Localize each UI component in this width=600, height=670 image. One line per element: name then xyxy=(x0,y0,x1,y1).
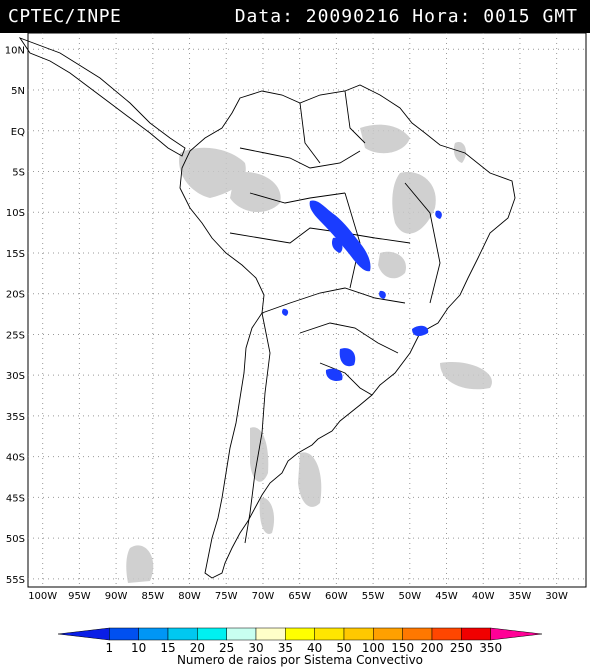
colorbar-swatches xyxy=(57,627,543,641)
colorbar-label: 40 xyxy=(307,641,322,655)
latitude-label: 10N xyxy=(5,45,25,56)
longitude-label: 70W xyxy=(252,591,275,602)
longitude-label: 55W xyxy=(362,591,385,602)
latitude-label: 25S xyxy=(6,330,25,341)
colorbar-swatch xyxy=(226,627,257,641)
colorbar-swatch xyxy=(197,627,227,641)
colorbar-label: 25 xyxy=(219,641,234,655)
colorbar-swatch xyxy=(314,627,345,641)
colorbar-label: 35 xyxy=(278,641,293,655)
longitude-label: 50W xyxy=(398,591,421,602)
colorbar-label: 1 xyxy=(106,641,114,655)
colorbar-label: 15 xyxy=(160,641,175,655)
latitude-label: 15S xyxy=(6,249,25,260)
latitude-label: 30S xyxy=(6,371,25,382)
colorbar-swatch xyxy=(285,627,315,641)
colorbar-swatch xyxy=(490,627,543,641)
latitude-label: 5N xyxy=(11,86,25,97)
graticule xyxy=(28,33,586,587)
map-header: CPTEC/INPE Data: 20090216 Hora: 0015 GMT xyxy=(0,0,590,33)
colorbar-labels: 1 10 15 20 25 30 35 40 50 100 150 200 250 350 xyxy=(106,641,503,655)
longitude-label: 35W xyxy=(509,591,532,602)
longitude-label: 45W xyxy=(435,591,458,602)
colorbar-title: Numero de raios por Sistema Convectivo xyxy=(177,653,423,667)
longitude-label: 75W xyxy=(215,591,238,602)
longitude-label: 90W xyxy=(105,591,128,602)
colorbar-swatch xyxy=(255,627,286,641)
longitude-label: 60W xyxy=(325,591,348,602)
latitude-label: 40S xyxy=(6,453,25,464)
latitude-label: 10S xyxy=(6,208,25,219)
colorbar-swatch xyxy=(109,627,139,641)
country-borders xyxy=(18,37,516,579)
colorbar-label: 50 xyxy=(336,641,351,655)
longitude-labels: 100W 95W 90W 85W 80W 75W 70W 65W 60W 55W 50W 45W 40W… xyxy=(28,591,568,602)
longitude-label: 80W xyxy=(178,591,201,602)
longitude-label: 85W xyxy=(142,591,165,602)
date-time-label: Data: 20090216 Hora: 0015 GMT xyxy=(234,6,578,27)
cloud-cover xyxy=(126,124,492,583)
central-america-coastline xyxy=(18,37,186,157)
colorbar-label: 20 xyxy=(190,641,205,655)
colorbar-swatch xyxy=(402,627,433,641)
latitude-label: EQ xyxy=(11,127,25,138)
colorbar-label: 250 xyxy=(450,641,473,655)
colorbar-swatch xyxy=(373,627,403,641)
south-america-coastline xyxy=(179,84,516,579)
colorbar-swatch xyxy=(167,627,198,641)
colorbar-swatch xyxy=(431,627,462,641)
colorbar-swatch xyxy=(57,627,110,641)
colorbar-swatch xyxy=(343,627,374,641)
colorbar-legend: 1 10 15 20 25 30 35 40 50 100 150 200 250 350 Numero … xyxy=(57,627,543,667)
colorbar-label: 350 xyxy=(479,641,502,655)
colorbar-swatch xyxy=(138,627,169,641)
latitude-label: 55S xyxy=(6,575,25,586)
longitude-label: 100W xyxy=(28,591,57,602)
latitude-label: 50S xyxy=(6,534,25,545)
latitude-label: 20S xyxy=(6,290,25,301)
source-label: CPTEC/INPE xyxy=(8,6,122,27)
longitude-label: 65W xyxy=(288,591,311,602)
longitude-label: 30W xyxy=(545,591,568,602)
colorbar-label: 100 xyxy=(362,641,385,655)
longitude-label: 40W xyxy=(472,591,495,602)
latitude-labels: 10N 5N EQ 5S 10S 15S 20S 25S 30S 35S 40S 45S 50S 55S xyxy=(5,45,25,586)
colorbar-label: 30 xyxy=(248,641,263,655)
lightning-clusters xyxy=(282,200,442,381)
colorbar-label: 150 xyxy=(391,641,414,655)
latitude-label: 35S xyxy=(6,412,25,423)
latitude-label: 45S xyxy=(6,493,25,504)
lightning-map: 10N5NEQ5S10S15S20S25S30S35S40S45S50S55S … xyxy=(5,33,587,602)
colorbar-swatch xyxy=(461,627,491,641)
longitude-label: 95W xyxy=(68,591,91,602)
colorbar-label: 200 xyxy=(421,641,444,655)
colorbar-label: 10 xyxy=(131,641,146,655)
latitude-label: 5S xyxy=(12,168,25,179)
